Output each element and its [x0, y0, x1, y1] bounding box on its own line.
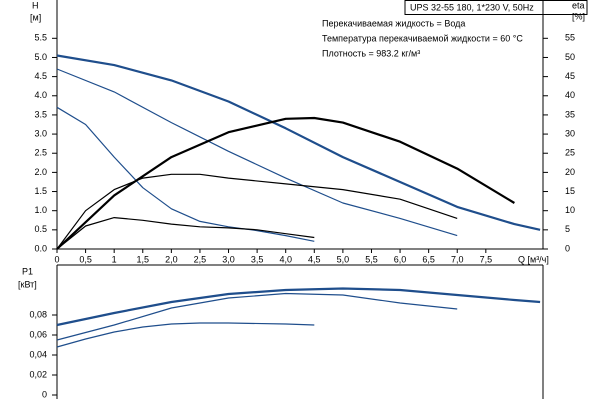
- x-tick-label: 4,0: [279, 254, 292, 264]
- curve: [56, 287, 541, 327]
- y2-tick-label: 40: [565, 90, 575, 100]
- x-tick-label: 1: [112, 254, 117, 264]
- y2-tick-label: 50: [565, 52, 575, 62]
- annotation: Температура перекачиваемой жидкости = 60…: [322, 33, 523, 43]
- y-tick-label: 4.5: [34, 71, 47, 81]
- y-axis-label: H: [32, 0, 39, 10]
- x-tick-label: 4,5: [308, 254, 321, 264]
- y-tick-label: 5.0: [34, 52, 47, 62]
- chart-title: UPS 32-55 180, 1*230 V, 50Hz: [410, 2, 534, 12]
- y-tick-label: 3.5: [34, 109, 47, 119]
- y-tick-label: 0.0: [34, 243, 47, 253]
- y-tick-label: 1.5: [34, 186, 47, 196]
- curve: [56, 54, 541, 231]
- x-tick-label: 6,0: [394, 254, 407, 264]
- curve: [56, 68, 458, 237]
- y-tick-label: 4.0: [34, 90, 47, 100]
- y-tick-label: 2.5: [34, 148, 47, 158]
- curve: [56, 322, 315, 348]
- y-tick-label: 0,02: [29, 369, 47, 379]
- curve: [56, 106, 315, 242]
- x-tick-label: 7,5: [480, 254, 493, 264]
- annotation: Перекачиваемая жидкость = Вода: [322, 18, 465, 28]
- x-tick-label: 6,5: [422, 254, 435, 264]
- y-tick-label: 2.0: [34, 167, 47, 177]
- title-box: [404, 0, 588, 15]
- x-tick-label: 0,5: [79, 254, 92, 264]
- y2-axis-unit: [%]: [572, 11, 585, 21]
- y2-tick-label: 25: [565, 148, 575, 158]
- x-tick-label: 2,0: [165, 254, 178, 264]
- x-axis-label: Q [м³/ч]: [518, 254, 549, 264]
- y2-tick-label: 0: [565, 243, 570, 253]
- y2-tick-label: 55: [565, 33, 575, 43]
- x-tick-label: 1,5: [137, 254, 150, 264]
- y2-tick-label: 15: [565, 186, 575, 196]
- y2-tick-label: 10: [565, 205, 575, 215]
- y-tick-label: 1.0: [34, 205, 47, 215]
- y-axis-unit: [м]: [30, 12, 41, 22]
- y-tick-label: 0: [42, 389, 47, 399]
- annotation: Плотность = 983.2 кг/м³: [322, 48, 420, 58]
- y-tick-label: 0.5: [34, 224, 47, 234]
- y2-tick-label: 30: [565, 128, 575, 138]
- y-tick-label: 0,08: [29, 309, 47, 319]
- y-tick-label: 0,06: [29, 329, 47, 339]
- y2-tick-label: 35: [565, 109, 575, 119]
- curve: [56, 116, 515, 250]
- curve: [56, 217, 315, 250]
- x-tick-label: 5,0: [337, 254, 350, 264]
- x-tick-label: 2,5: [194, 254, 207, 264]
- x-tick-label: 3,0: [222, 254, 235, 264]
- x-tick-label: 3,5: [251, 254, 264, 264]
- y-axis-unit: [кВт]: [18, 279, 37, 289]
- y-tick-label: 3.0: [34, 128, 47, 138]
- x-tick-label: 0: [54, 254, 59, 264]
- y2-tick-label: 45: [565, 71, 575, 81]
- y2-axis-label: eta: [572, 0, 585, 10]
- y-tick-label: 5.5: [34, 33, 47, 43]
- y-tick-label: 0,04: [29, 349, 47, 359]
- y-axis-label: P1: [22, 266, 33, 276]
- y2-tick-label: 20: [565, 167, 575, 177]
- curve: [56, 292, 458, 341]
- curve: [56, 173, 458, 250]
- x-tick-label: 7,0: [451, 254, 464, 264]
- y2-tick-label: 5: [565, 224, 570, 234]
- x-tick-label: 5,5: [365, 254, 378, 264]
